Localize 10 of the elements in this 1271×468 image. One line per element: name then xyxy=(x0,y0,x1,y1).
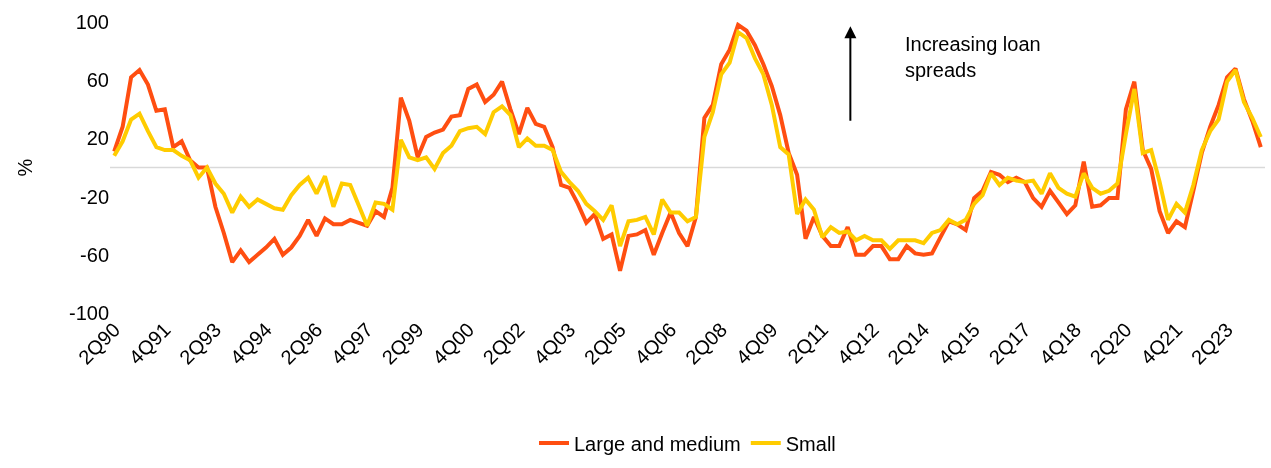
annotation: Increasing loan spreads xyxy=(905,33,1041,81)
y-tick-label: -60 xyxy=(80,243,109,266)
y-tick-label: -100 xyxy=(68,302,109,324)
y-axis-title: % xyxy=(14,158,37,177)
y-tick-label: -20 xyxy=(80,185,109,208)
y-tick-label: 100 xyxy=(75,11,109,33)
y-tick-label: 20 xyxy=(86,127,109,150)
legend-label: Large and medium xyxy=(574,432,741,455)
legend-label: Small xyxy=(785,432,836,455)
y-tick-label: 60 xyxy=(86,69,109,92)
